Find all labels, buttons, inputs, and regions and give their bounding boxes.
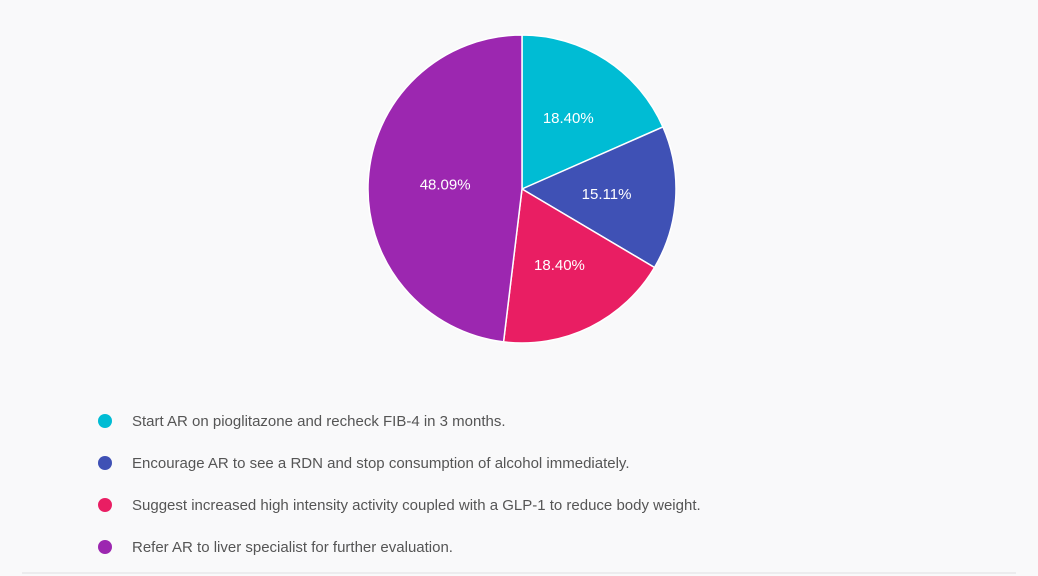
slice-data-label: 15.11% — [582, 186, 632, 203]
slice-data-label: 18.40% — [543, 110, 594, 127]
pie-chart: 18.40% 15.11% 18.40% 48.09% — [367, 34, 677, 344]
pie-slice[interactable] — [502, 187, 656, 344]
divider — [22, 572, 1016, 574]
legend-label: Refer AR to liver specialist for further… — [132, 538, 453, 556]
legend: Start AR on pioglitazone and recheck FIB… — [98, 400, 701, 568]
legend-item[interactable]: Encourage AR to see a RDN and stop consu… — [98, 442, 701, 484]
legend-dot-icon — [98, 498, 112, 512]
legend-item[interactable]: Suggest increased high intensity activit… — [98, 484, 701, 526]
slice-data-label: 48.09% — [420, 176, 471, 193]
legend-label: Start AR on pioglitazone and recheck FIB… — [132, 412, 506, 430]
legend-label: Encourage AR to see a RDN and stop consu… — [132, 454, 630, 472]
pie-slice[interactable] — [521, 34, 664, 191]
legend-item[interactable]: Start AR on pioglitazone and recheck FIB… — [98, 400, 701, 442]
slice-data-label: 18.40% — [534, 257, 585, 274]
legend-label: Suggest increased high intensity activit… — [132, 496, 701, 514]
legend-item[interactable]: Refer AR to liver specialist for further… — [98, 526, 701, 568]
pie-slice[interactable] — [520, 125, 677, 269]
legend-dot-icon — [98, 540, 112, 554]
legend-dot-icon — [98, 414, 112, 428]
legend-dot-icon — [98, 456, 112, 470]
pie-slice[interactable] — [367, 34, 523, 343]
